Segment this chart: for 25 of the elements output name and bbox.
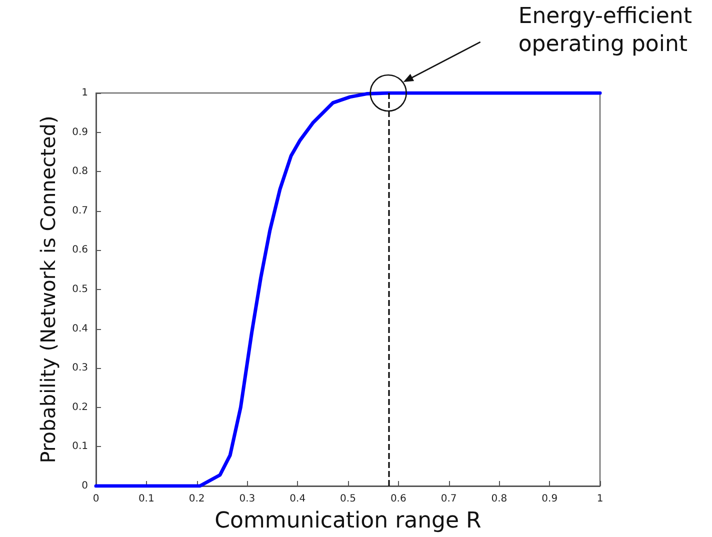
y-tick-label: 0.5 xyxy=(72,284,88,295)
x-tick-label: 0.9 xyxy=(542,494,558,504)
x-axis-title: Communication range R xyxy=(214,508,482,534)
y-tick-label: 0.2 xyxy=(72,402,88,413)
x-tick-label: 0.2 xyxy=(188,494,205,504)
y-tick-label: 0.8 xyxy=(72,166,88,178)
x-tick-label: 1 xyxy=(596,494,604,504)
y-axis-title: Probability (Network is Connected) xyxy=(36,116,60,464)
text: Energy-efficient operating point xyxy=(518,3,692,59)
y-tick-label: 0.1 xyxy=(72,441,88,452)
y-tick-label: 0.6 xyxy=(72,244,88,256)
y-tick-label: 0.4 xyxy=(72,323,88,334)
x-tick-label: 0.3 xyxy=(239,494,256,504)
x-tick-label: 0.6 xyxy=(390,494,406,504)
y-tick-label: 1 xyxy=(82,88,88,98)
y-tick-label: 0.3 xyxy=(72,362,88,374)
x-tick-label: 0.5 xyxy=(340,494,356,504)
x-tick-label: 0.7 xyxy=(440,494,457,504)
y-tick-label: 0.9 xyxy=(72,126,88,138)
x-tick-label: 0.8 xyxy=(491,494,508,504)
x-tick-label: 0.1 xyxy=(138,494,154,504)
x-tick-label: 0.4 xyxy=(290,494,306,504)
x-tick-label: 0 xyxy=(92,494,100,504)
y-tick-label: 0.7 xyxy=(72,205,88,216)
y-tick-label: 0 xyxy=(82,480,88,492)
